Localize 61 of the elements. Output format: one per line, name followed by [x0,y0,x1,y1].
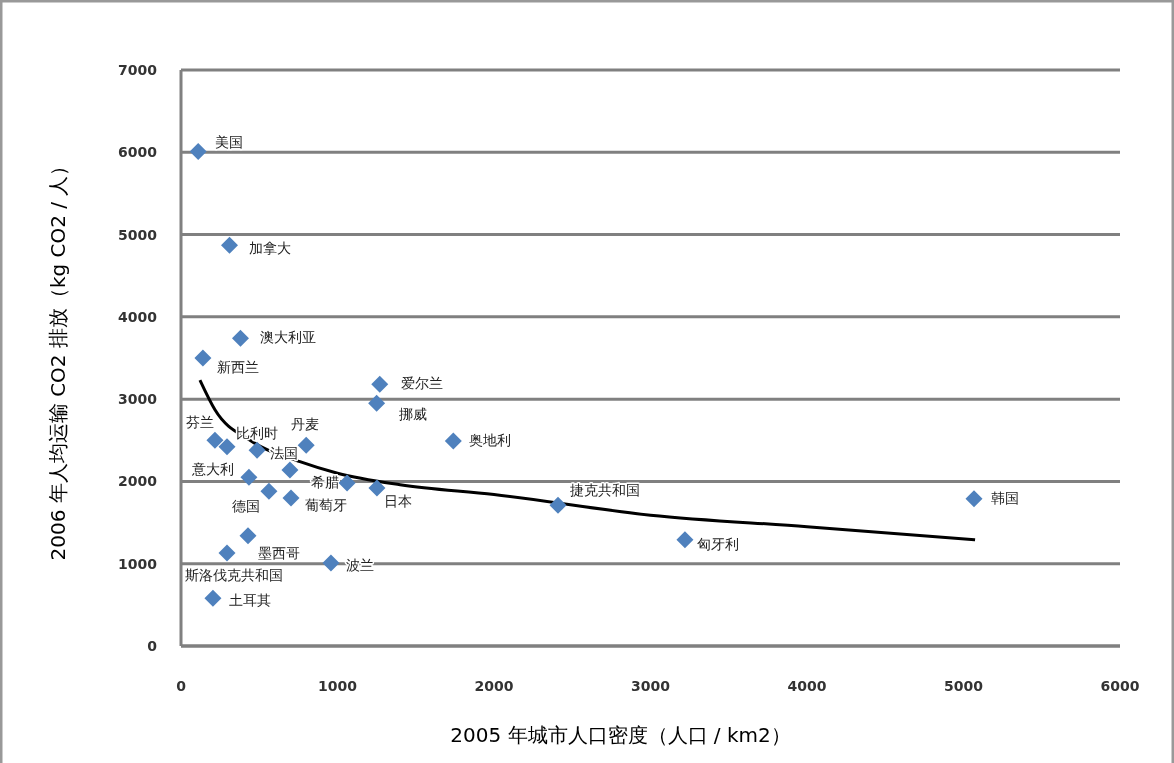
point [297,436,315,454]
x-tick-label: 3000 [631,678,671,694]
y-tick-label: 3000 [118,391,158,408]
point [282,489,300,507]
x-tick-label: 6000 [1100,678,1140,694]
point [206,431,224,449]
point [204,589,222,607]
annotation: 葡萄牙 [305,496,348,513]
annotation: 爱尔兰 [400,375,443,392]
annotation: 日本 [383,493,412,510]
annotation: 匈牙利 [696,535,739,552]
y-tick-label: 7000 [118,62,158,78]
point [549,496,567,514]
annotation: 加拿大 [248,240,291,257]
annotation: 芬兰 [185,414,214,431]
point [371,375,389,393]
point [194,349,212,367]
annotation: 捷克共和国 [570,482,641,499]
point [248,441,266,459]
x-axis-title: 2005 年城市人口密度（人口 / km2） [450,723,791,747]
point [281,461,299,479]
x-tick-label: 0 [176,678,187,694]
y-tick-label: 5000 [118,226,158,243]
point [260,482,278,500]
annotation: 波兰 [345,556,374,573]
y-tick-label: 6000 [118,144,158,161]
point [368,479,386,497]
annotation: 墨西哥 [257,544,300,561]
point [218,544,236,562]
point [676,531,694,549]
x-tick-label: 2000 [474,678,514,694]
point [231,329,249,347]
point [368,394,386,412]
annotation: 意大利 [190,461,234,478]
annotation: 韩国 [990,489,1019,506]
point [221,236,239,254]
y-tick-label: 1000 [118,555,158,572]
annotation: 新西兰 [216,359,259,375]
annotation: 奥地利 [469,432,512,449]
y-axis-title: 2006 年人均运输 CO2 排放（kg CO2 / 人） [46,155,70,561]
y-tick-label: 4000 [118,308,158,325]
point [322,554,340,572]
x-tick-label: 4000 [787,678,827,694]
point [239,527,257,545]
point [444,432,462,450]
annotation: 丹麦 [291,416,320,433]
point [189,142,207,160]
y-tick-label: 2000 [118,473,158,490]
x-tick-label: 1000 [318,678,358,694]
point [338,474,356,492]
annotation: 美国 [215,134,244,151]
annotation: 澳大利亚 [260,329,317,346]
point [218,438,236,456]
point [240,468,258,486]
x-tick-label: 5000 [944,678,984,694]
annotation: 挪威 [398,406,427,423]
annotation: 斯洛伐克共和国 [185,567,284,584]
y-tick-label: 0 [147,638,158,654]
point [965,490,983,508]
annotation: 土耳其 [228,592,271,609]
annotation: 德国 [231,498,260,515]
